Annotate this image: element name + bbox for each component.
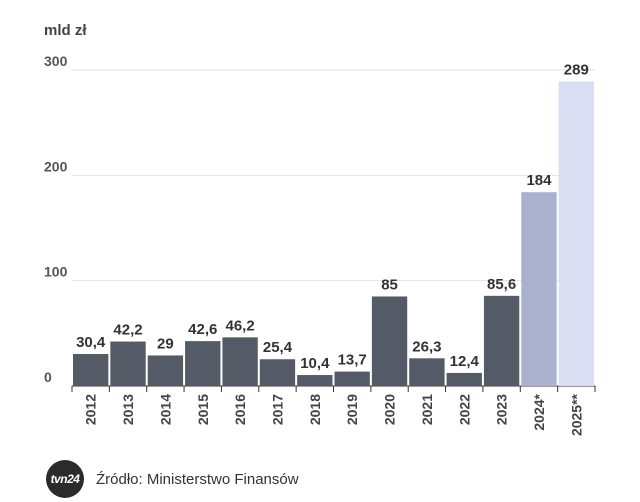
category-label-2014: 2014 xyxy=(157,394,173,425)
category-label-2020: 2020 xyxy=(382,394,398,425)
y-tick-label: 300 xyxy=(44,53,68,69)
bar-2021 xyxy=(409,358,445,386)
bar-2023 xyxy=(483,295,520,386)
value-label-2014: 29 xyxy=(157,335,174,352)
bar-2013 xyxy=(110,341,146,386)
bar-2014 xyxy=(147,355,184,386)
bar-layer xyxy=(73,81,594,386)
value-label-2019: 13,7 xyxy=(338,352,367,369)
category-label-2016: 2016 xyxy=(232,394,248,425)
tvn24-logo: tvn24 xyxy=(46,460,84,498)
bar-2012 xyxy=(73,353,109,386)
value-label-2015: 42,6 xyxy=(188,321,217,338)
y-axis-unit-label: mld zł xyxy=(44,22,87,39)
category-label-2012: 2012 xyxy=(83,394,99,425)
bar-2025** xyxy=(558,81,594,386)
value-label-2022: 12,4 xyxy=(450,353,480,370)
category-label-2017: 2017 xyxy=(269,394,285,425)
y-tick-label: 100 xyxy=(44,264,68,280)
value-label-2013: 42,2 xyxy=(113,322,142,339)
category-label-2018: 2018 xyxy=(307,394,323,425)
bar-2018 xyxy=(297,375,333,386)
category-label-2025**: 2025** xyxy=(568,393,584,436)
value-label-2018: 10,4 xyxy=(300,355,330,372)
value-label-2024*: 184 xyxy=(526,172,552,189)
category-label-2024*: 2024* xyxy=(531,393,547,430)
category-label-2019: 2019 xyxy=(344,394,360,425)
value-label-2023: 85,6 xyxy=(487,276,516,293)
bar-2016 xyxy=(222,337,258,386)
category-label-2015: 2015 xyxy=(195,394,211,425)
y-tick-label: 200 xyxy=(44,158,68,174)
category-label-2023: 2023 xyxy=(494,394,510,425)
bar-chart: 0 100 200 300 30,4 2012 42,2 2013 29 2014 42,6 2015… xyxy=(44,53,596,436)
category-label-2022: 2022 xyxy=(456,394,472,425)
label-layer: 0 100 200 300 30,4 2012 42,2 2013 29 2014 42,6 2015… xyxy=(44,53,589,436)
value-label-2020: 85 xyxy=(381,276,398,293)
value-label-2021: 26,3 xyxy=(412,338,441,355)
bar-2019 xyxy=(334,371,370,386)
category-label-2013: 2013 xyxy=(120,394,136,425)
bar-2022 xyxy=(446,372,482,386)
bar-2017 xyxy=(259,359,296,386)
value-label-2017: 25,4 xyxy=(263,339,293,356)
footer: tvn24 Źródło: Ministerstwo Finansów xyxy=(46,460,299,498)
y-tick-label: 0 xyxy=(44,369,52,385)
bar-2020 xyxy=(371,296,408,386)
category-label-2021: 2021 xyxy=(419,394,435,425)
value-label-2025**: 289 xyxy=(564,62,589,79)
value-label-2012: 30,4 xyxy=(76,334,106,351)
value-label-2016: 46,2 xyxy=(226,317,255,334)
bar-2015 xyxy=(185,341,221,386)
source-text: Źródło: Ministerstwo Finansów xyxy=(96,470,299,488)
bar-2024* xyxy=(521,192,557,386)
